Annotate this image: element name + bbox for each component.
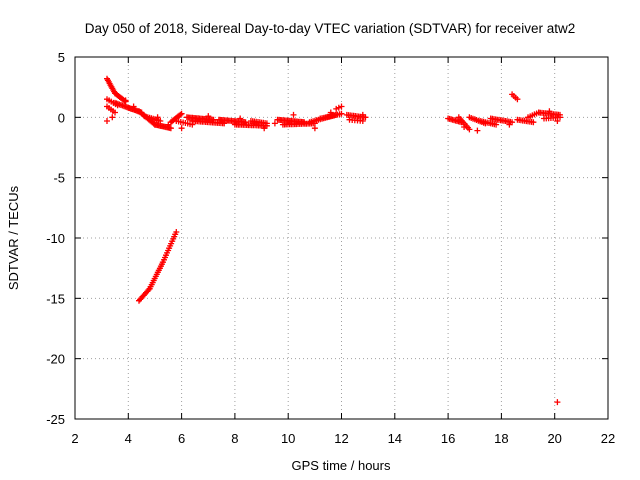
data-point (359, 111, 366, 118)
data-point (154, 114, 161, 121)
y-tick-label: 0 (58, 110, 65, 125)
data-point (290, 111, 297, 118)
y-axis-label: SDTVAR / TECUs (6, 185, 21, 290)
data-point (327, 109, 334, 116)
x-tick-label: 2 (71, 431, 78, 446)
data-point (261, 125, 268, 132)
x-tick-label: 6 (178, 431, 185, 446)
y-tick-label: -20 (46, 352, 65, 367)
data-point (205, 113, 212, 120)
data-point (338, 103, 345, 110)
data-point (359, 118, 366, 124)
y-tick-label: -5 (53, 171, 65, 186)
data-point (271, 120, 278, 127)
x-tick-label: 8 (231, 431, 238, 446)
y-tick-label: -15 (46, 291, 65, 306)
data-point (461, 124, 468, 130)
x-tick-label: 16 (441, 431, 455, 446)
data-point (145, 287, 152, 293)
data-point (338, 110, 345, 117)
data-point (557, 114, 563, 121)
data-point (167, 125, 174, 132)
data-point (506, 121, 513, 128)
data-point (130, 103, 137, 110)
chart-title: Day 050 of 2018, Sidereal Day-to-day VTE… (85, 21, 575, 36)
x-tick-label: 22 (601, 431, 615, 446)
y-tick-label: -25 (46, 412, 65, 427)
data-point (177, 111, 184, 118)
y-tick-label: 5 (58, 50, 65, 65)
data-point (530, 119, 537, 126)
data-point (109, 114, 116, 121)
x-tick-label: 10 (281, 431, 295, 446)
data-point (466, 126, 473, 133)
data-point (104, 118, 110, 124)
data-points (104, 75, 563, 406)
data-point (493, 121, 500, 128)
x-tick-label: 12 (334, 431, 348, 446)
x-tick-label: 4 (125, 431, 132, 446)
data-point (311, 125, 318, 132)
data-point (112, 109, 118, 116)
data-point (157, 118, 164, 124)
x-tick-label: 14 (388, 431, 402, 446)
x-tick-label: 20 (547, 431, 561, 446)
data-point (122, 97, 129, 104)
data-point (546, 108, 553, 115)
data-point (178, 110, 185, 117)
y-tick-label: -10 (46, 231, 65, 246)
plot-frame (74, 56, 609, 420)
x-axis-label: GPS time / hours (292, 458, 391, 473)
axis-ticks: 2 4 6 8 10 12 14 16 18 20 22 5 0 -5 -10 -15 -20 -25 (46, 50, 615, 446)
x-tick-label: 18 (494, 431, 508, 446)
data-point (178, 125, 185, 132)
data-point (165, 121, 172, 128)
data-point (474, 127, 481, 134)
data-point (514, 96, 521, 103)
data-point (554, 399, 561, 406)
data-point (554, 118, 561, 124)
data-point (335, 104, 342, 111)
data-point (173, 229, 180, 235)
data-point (263, 120, 270, 127)
data-point (237, 115, 244, 122)
